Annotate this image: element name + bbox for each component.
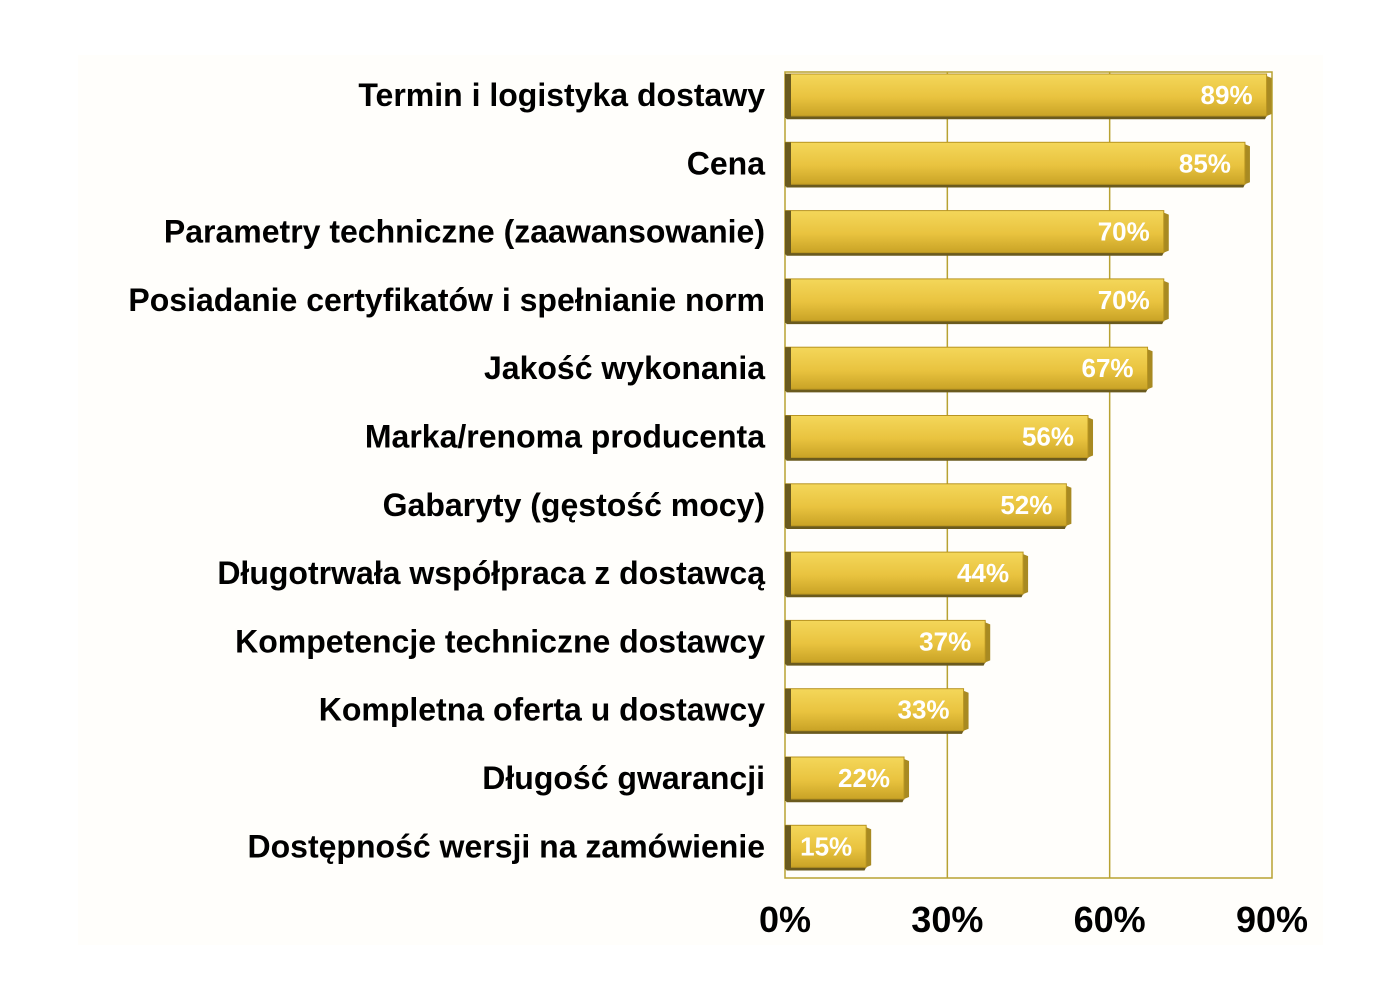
category-label: Cena xyxy=(687,145,765,181)
bar-side-face xyxy=(1147,349,1153,390)
bar-left-edge xyxy=(785,142,791,187)
bar-bottom-face xyxy=(785,184,1245,188)
category-label: Kompetencje techniczne dostawcy xyxy=(235,623,765,659)
bar xyxy=(784,824,867,868)
data-label: 70% xyxy=(1098,285,1150,315)
bar-side-face xyxy=(985,622,991,663)
bar-bottom-face xyxy=(785,594,1024,598)
bar-side-face xyxy=(1266,76,1272,116)
bar-left-edge xyxy=(785,825,791,870)
bar-left-edge xyxy=(785,620,791,665)
bar-left-edge xyxy=(785,552,791,597)
bar xyxy=(784,141,1246,185)
bar-bottom-face xyxy=(785,252,1164,256)
category-label: Kompletna oferta u dostawcy xyxy=(319,692,766,728)
bar xyxy=(784,483,1067,527)
bar-bottom-face xyxy=(785,457,1089,461)
bar-side-face xyxy=(1163,280,1169,321)
bar-side-face xyxy=(1066,485,1072,526)
category-label: Długość gwarancji xyxy=(482,760,765,796)
data-label: 52% xyxy=(1000,490,1052,520)
bar-side-face xyxy=(1163,212,1169,253)
bar-left-edge xyxy=(785,74,791,118)
x-tick-label: 30% xyxy=(911,899,983,940)
bar xyxy=(784,278,1165,322)
x-tick-label: 90% xyxy=(1236,899,1308,940)
data-label: 37% xyxy=(919,626,971,656)
bar-left-edge xyxy=(785,415,791,460)
data-label: 22% xyxy=(838,763,890,793)
bar xyxy=(784,551,1024,595)
bar-side-face xyxy=(1088,417,1094,458)
category-label: Jakość wykonania xyxy=(484,350,765,386)
bar-bottom-face xyxy=(785,662,986,666)
category-label: Długotrwała współpraca z dostawcą xyxy=(217,555,765,591)
bar-bottom-face xyxy=(785,730,964,734)
bar-left-edge xyxy=(785,210,791,255)
bar xyxy=(784,756,905,800)
bar xyxy=(784,210,1165,254)
bar-left-edge xyxy=(785,757,791,801)
data-label: 44% xyxy=(957,558,1009,588)
bar-left-edge xyxy=(785,347,791,392)
data-label: 89% xyxy=(1201,80,1253,110)
x-tick-label: 60% xyxy=(1074,899,1146,940)
bar-bottom-face xyxy=(785,320,1164,325)
bar xyxy=(784,415,1089,458)
bar xyxy=(784,688,965,732)
bar-bottom-face xyxy=(785,867,867,871)
bar-left-edge xyxy=(785,688,791,733)
chart-background xyxy=(78,55,1323,945)
data-label: 33% xyxy=(898,695,950,725)
category-label: Termin i logistyka dostawy xyxy=(358,77,765,113)
category-label: Gabaryty (gęstość mocy) xyxy=(383,487,765,523)
bar-side-face xyxy=(904,759,910,799)
data-label: 56% xyxy=(1022,422,1074,452)
bar xyxy=(784,346,1149,390)
bar-bottom-face xyxy=(785,525,1067,529)
data-label: 15% xyxy=(800,831,852,861)
data-label: 85% xyxy=(1179,148,1231,178)
bar-bottom-face xyxy=(785,116,1267,120)
bar-side-face xyxy=(1023,554,1029,595)
bar xyxy=(784,73,1268,117)
category-label: Dostępność wersji na zamówienie xyxy=(248,828,765,864)
bar-bottom-face xyxy=(785,389,1148,393)
bar-side-face xyxy=(866,827,872,868)
bar-left-edge xyxy=(785,278,791,323)
x-tick-label: 0% xyxy=(759,899,811,940)
bar-left-edge xyxy=(785,483,791,528)
data-label: 67% xyxy=(1081,353,1133,383)
category-label: Parametry techniczne (zaawansowanie) xyxy=(164,214,765,250)
category-label: Marka/renoma producenta xyxy=(365,419,765,455)
bar-bottom-face xyxy=(785,799,905,803)
bar-side-face xyxy=(1244,144,1250,185)
bar-side-face xyxy=(963,690,969,731)
data-label: 70% xyxy=(1098,217,1150,247)
plot-frame xyxy=(784,71,1273,879)
category-label: Posiadanie certyfikatów i spełnianie nor… xyxy=(128,282,765,318)
